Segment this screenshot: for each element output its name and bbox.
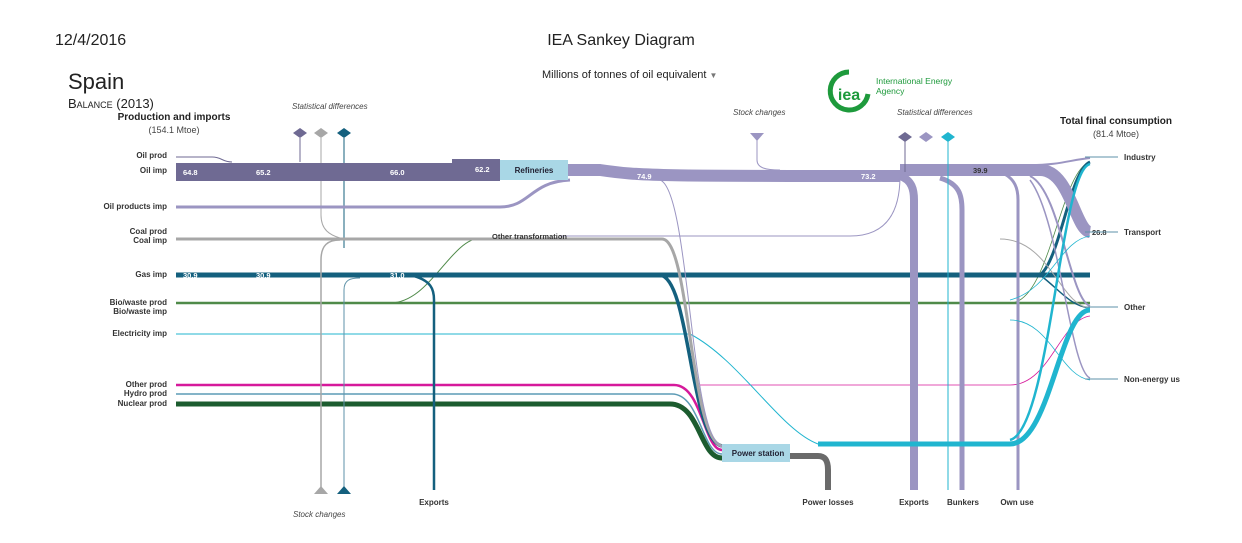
flow-coal-statdiff bbox=[320, 138, 341, 239]
source-other-prod: Other prod bbox=[125, 380, 167, 389]
units-dropdown[interactable]: Millions of tonnes of oil equivalent ▼ bbox=[542, 69, 717, 81]
stat-diff-right-label: Statistical differences bbox=[897, 108, 973, 117]
sink-industry: Industry bbox=[1124, 153, 1156, 162]
logo-arc-icon bbox=[827, 69, 871, 113]
value-oil-e: 73.2 bbox=[861, 172, 876, 181]
sink-other: Other bbox=[1124, 303, 1146, 312]
source-gas-imp: Gas imp bbox=[135, 270, 167, 279]
sink-transport: Transport bbox=[1124, 228, 1161, 237]
flow-electricity-transport bbox=[1009, 235, 1091, 301]
stock-changes-oil-triangle-icon bbox=[750, 133, 764, 141]
flow-oil-stock bbox=[756, 138, 781, 171]
source-oil-prod: Oil prod bbox=[136, 151, 167, 160]
flow-gas-exports bbox=[409, 273, 436, 490]
flow-oil-exports bbox=[898, 172, 918, 490]
flow-oil-bunkers bbox=[939, 175, 965, 490]
flow-oil-other-transformation bbox=[560, 175, 901, 237]
sink-exports-gas: Exports bbox=[419, 498, 449, 507]
stat-diff-left-label: Statistical differences bbox=[292, 102, 368, 111]
flow-oil-non-energy bbox=[1029, 179, 1091, 379]
flow-electricity-industry bbox=[1009, 162, 1091, 442]
value-gas-b: 30.9 bbox=[256, 271, 271, 280]
flow-power-losses bbox=[790, 453, 831, 490]
flow-coal-main bbox=[176, 237, 723, 448]
total-final-consumption-total: (81.4 Mtoe) bbox=[1092, 129, 1140, 139]
stat-diff-coal-diamond-icon bbox=[314, 128, 328, 138]
stat-diff-gas-diamond-icon bbox=[337, 128, 351, 138]
value-gas-c: 31.0 bbox=[390, 271, 405, 280]
stat-diff-oil-right-diamond-icon bbox=[898, 132, 912, 142]
flow-gas-stock-return bbox=[343, 277, 361, 490]
source-electricity-imp: Electricity imp bbox=[112, 329, 167, 338]
source-coal-imp: Coal imp bbox=[133, 236, 167, 245]
flow-nuclear-power bbox=[176, 401, 723, 461]
flow-electricity-non-energy bbox=[1009, 319, 1091, 381]
flow-coal-stock bbox=[320, 239, 341, 490]
flow-other-to-other bbox=[700, 315, 1091, 386]
flow-electricity-out bbox=[818, 307, 1091, 447]
power-station-node bbox=[722, 444, 790, 462]
flow-oil-products-main bbox=[568, 164, 901, 182]
source-hydro-prod: Hydro prod bbox=[123, 389, 167, 398]
flow-oil-products-power bbox=[659, 179, 723, 447]
value-oil-c: 66.0 bbox=[390, 168, 405, 177]
logo-text: International Energy Agency bbox=[876, 76, 953, 96]
refineries-label: Refineries bbox=[515, 166, 554, 175]
industry-node bbox=[1088, 154, 1116, 164]
stock-changes-gas-triangle-icon bbox=[337, 486, 351, 494]
flow-bio-other-transformation bbox=[389, 237, 481, 304]
production-imports-total: (154.1 Mtoe) bbox=[148, 125, 200, 135]
source-bio-waste-prod: Bio/waste prod bbox=[109, 298, 167, 307]
sink-power-losses: Power losses bbox=[802, 498, 854, 507]
value-oil-d: 62.2 bbox=[475, 165, 490, 174]
source-coal-prod: Coal prod bbox=[129, 227, 167, 236]
balance-subtitle: Balance (2013) bbox=[68, 96, 154, 111]
chevron-down-icon: ▼ bbox=[709, 71, 718, 80]
stat-diff-products-diamond-icon bbox=[919, 132, 933, 142]
value-gas-a: 30.9 bbox=[183, 271, 198, 280]
sink-own-use: Own use bbox=[1000, 498, 1034, 507]
stock-changes-coal-triangle-icon bbox=[314, 486, 328, 494]
page-title: IEA Sankey Diagram bbox=[547, 32, 695, 49]
stock-changes-bottom-label: Stock changes bbox=[293, 510, 346, 519]
country-title: Spain bbox=[68, 69, 125, 94]
value-oil-f: 39.9 bbox=[973, 166, 988, 175]
flow-oil-products-imp bbox=[176, 178, 571, 209]
power-station-label: Power station bbox=[732, 449, 785, 458]
source-bio-waste-imp: Bio/waste imp bbox=[113, 307, 167, 316]
logo-abbr: iea bbox=[838, 87, 860, 104]
refineries-node bbox=[500, 160, 568, 180]
stat-diff-electricity-diamond-icon bbox=[941, 132, 955, 142]
value-oil-b: 65.2 bbox=[256, 168, 271, 177]
iea-logo: iea bbox=[827, 69, 871, 113]
flow-bio-industry bbox=[1009, 161, 1091, 304]
flow-hydro-power bbox=[176, 393, 723, 455]
stat-diff-oil-diamond-icon bbox=[293, 128, 307, 138]
flow-oil-industry bbox=[1029, 157, 1091, 166]
flow-other-power bbox=[176, 383, 723, 452]
stock-changes-top-label: Stock changes bbox=[733, 108, 786, 117]
total-final-consumption-title: Total final consumption bbox=[1059, 116, 1173, 127]
units-dropdown-label: Millions of tonnes of oil equivalent bbox=[542, 69, 707, 81]
sink-exports-oil: Exports bbox=[899, 498, 929, 507]
other-transformation-label: Other transformation bbox=[492, 232, 567, 241]
sink-non-energy-use: Non-energy us bbox=[1124, 375, 1181, 384]
production-imports-title: Production and imports bbox=[117, 112, 231, 123]
source-oil-imp: Oil imp bbox=[139, 166, 167, 175]
flow-oil-transport bbox=[900, 164, 1093, 238]
sink-bunkers: Bunkers bbox=[946, 498, 979, 507]
flow-electricity-imp bbox=[176, 333, 819, 445]
source-nuclear-prod: Nuclear prod bbox=[117, 399, 167, 408]
flow-coal-transport-other bbox=[999, 238, 1091, 309]
page-date: 12/4/2016 bbox=[55, 32, 127, 49]
value-oil-a: 64.8 bbox=[183, 168, 198, 177]
source-oil-products-imp: Oil products imp bbox=[103, 202, 167, 211]
value-oil-products: 74.9 bbox=[637, 172, 652, 181]
flow-oil-prod bbox=[176, 156, 233, 163]
